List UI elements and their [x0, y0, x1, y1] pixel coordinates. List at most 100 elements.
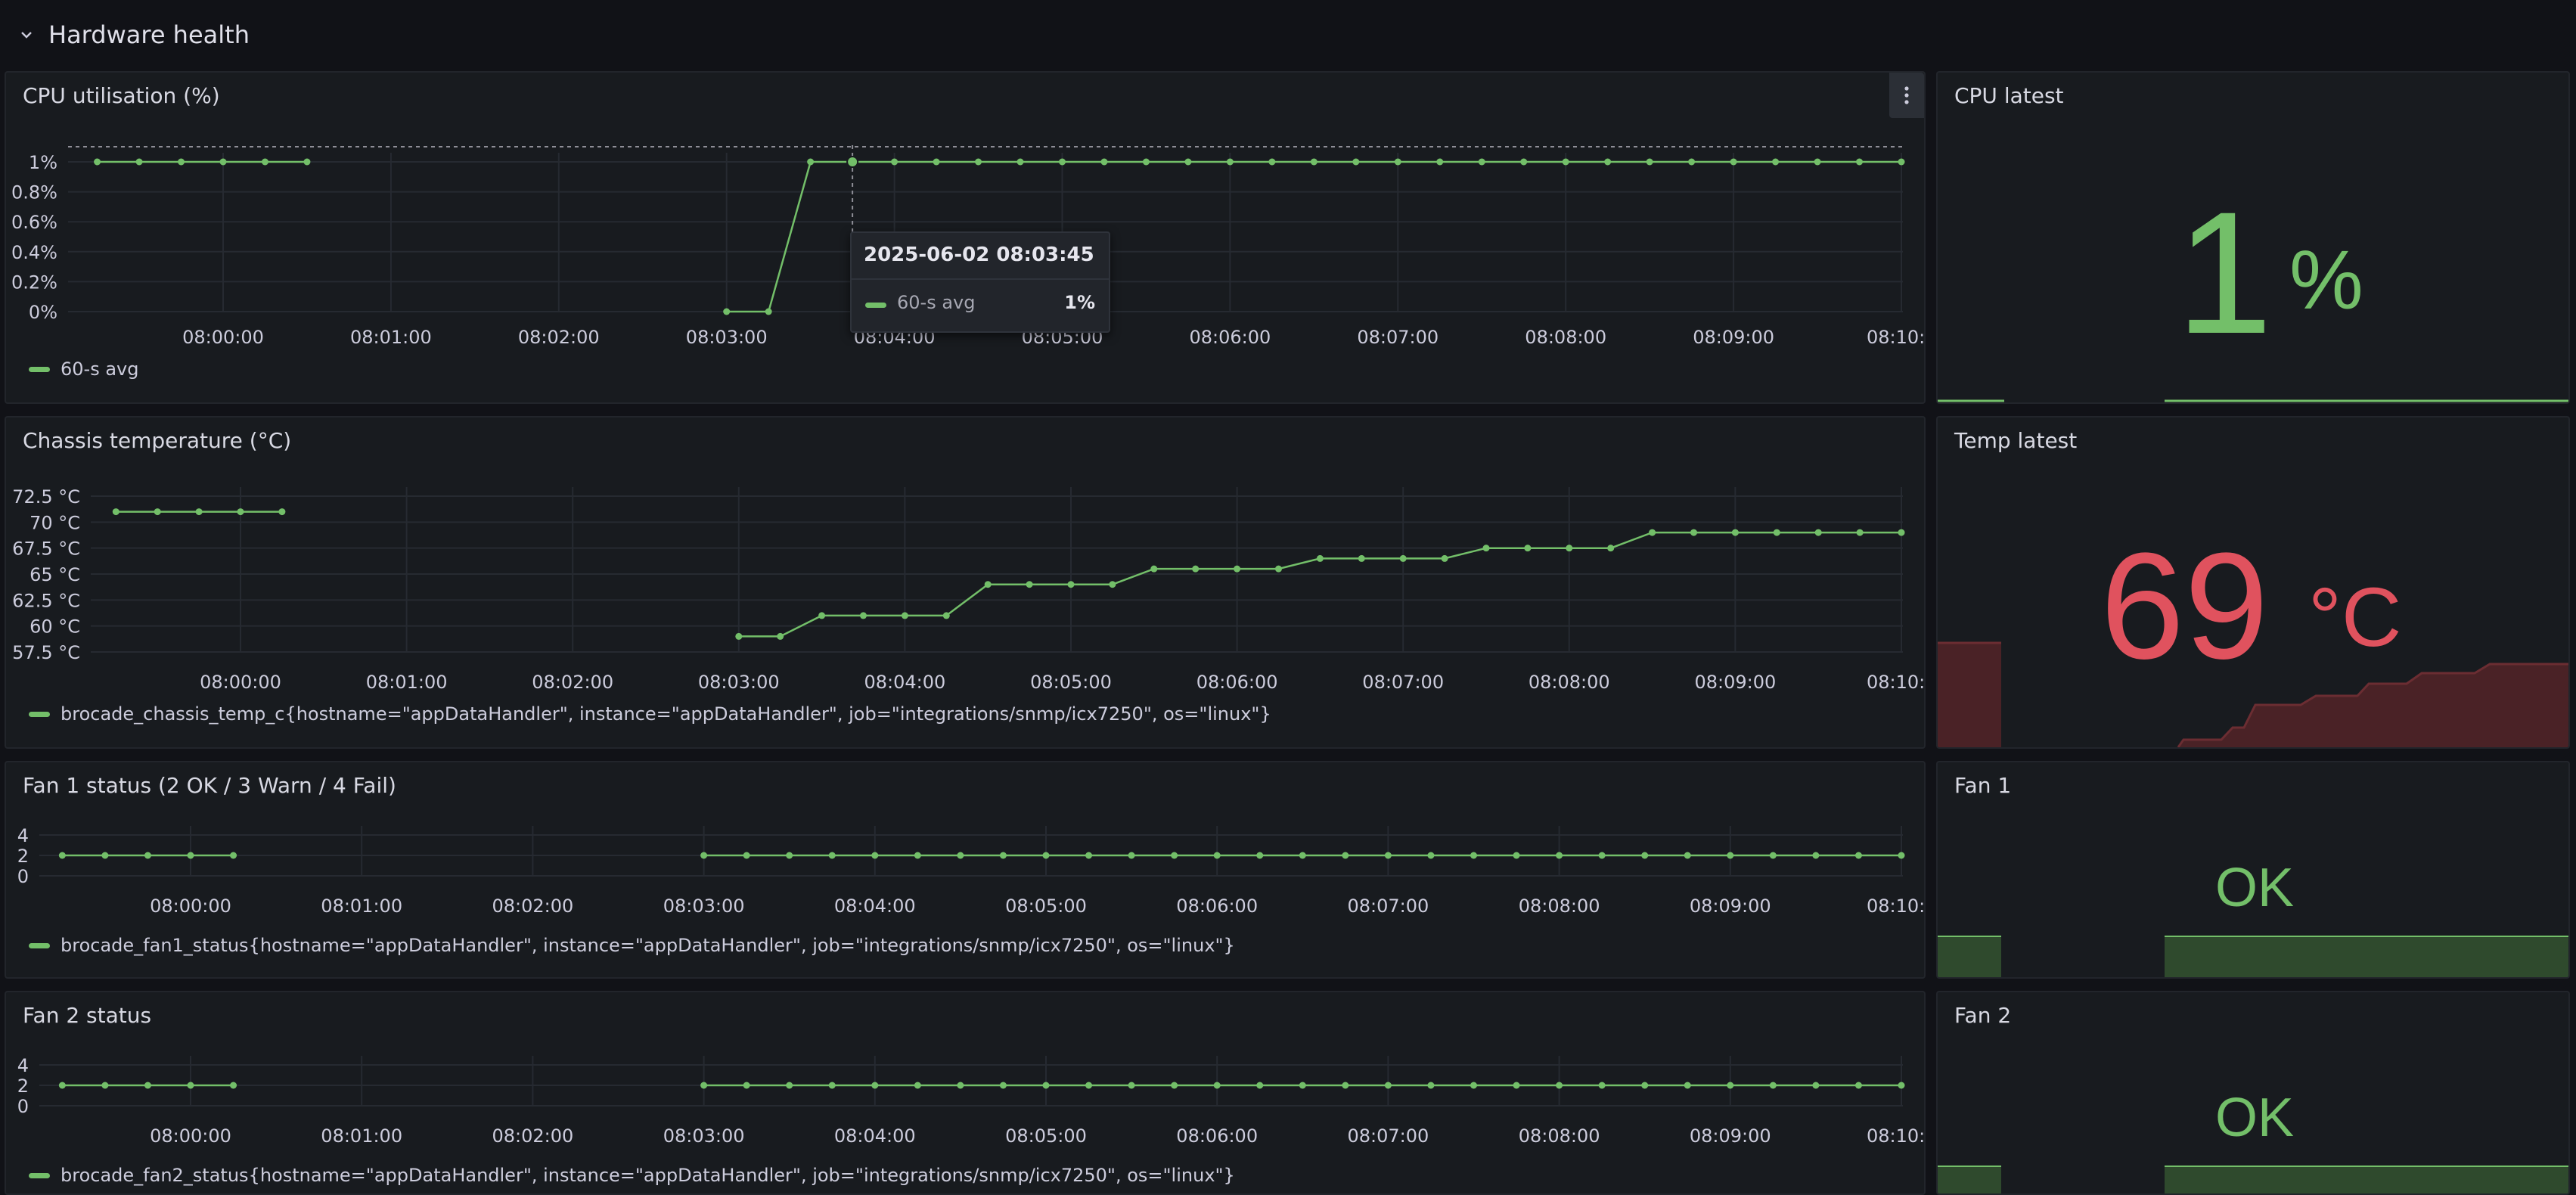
x-tick-label: 08:04:00 [834, 895, 916, 917]
data-point [1641, 1082, 1649, 1089]
fan1-chart[interactable]: 420 08:00:00 08:01:00 08:02:00 08:03:00 08:04… [6, 762, 1924, 977]
stat-unit: °C [2308, 571, 2402, 664]
row-header[interactable]: Hardware health [0, 0, 2576, 70]
data-point [1142, 158, 1150, 166]
data-point [1358, 554, 1365, 562]
data-point [1109, 581, 1116, 588]
row-title: Hardware health [48, 20, 250, 49]
data-point [957, 852, 964, 859]
data-point [195, 508, 203, 516]
data-point [999, 852, 1007, 859]
legend-item[interactable]: brocade_fan1_status{hostname="appDataHan… [29, 935, 1235, 956]
data-point [1524, 545, 1532, 552]
tooltip-series: 60-s avg [897, 292, 976, 313]
data-point [1310, 158, 1317, 166]
y-tick-label: 4 [17, 1055, 29, 1076]
x-tick-label: 08:10:0 [1867, 1125, 1924, 1147]
data-point [1769, 852, 1777, 859]
data-point [765, 308, 772, 315]
fan1-stat-panel: Fan 1 OK [1936, 761, 2570, 979]
panel-menu-button[interactable] [1889, 73, 1924, 118]
y-tick-label: 1% [29, 152, 57, 173]
data-point [1478, 158, 1485, 166]
x-tick-label: 08:02:00 [492, 1125, 574, 1147]
data-point [230, 1082, 237, 1089]
data-point [1898, 852, 1905, 859]
data-point [1684, 852, 1691, 859]
data-point [1234, 565, 1241, 573]
data-point [1184, 158, 1192, 166]
data-point [1394, 158, 1401, 166]
panel-title: CPU latest [1954, 83, 2064, 108]
data-point [1688, 158, 1696, 166]
fan2-chart[interactable]: 420 08:00:00 08:01:00 08:02:00 08:03:00 08:04… [6, 992, 1924, 1193]
x-tick-label: 08:07:00 [1362, 672, 1444, 693]
data-point [1812, 852, 1820, 859]
data-point [1171, 852, 1178, 859]
data-point [144, 1082, 151, 1089]
data-point [261, 158, 268, 166]
data-point [1814, 158, 1821, 166]
data-point [700, 1082, 708, 1089]
x-tick-label: 08:00:00 [150, 895, 231, 917]
y-tick-label: 0.6% [11, 212, 57, 233]
panel-title: Fan 2 [1954, 1003, 2012, 1028]
x-tick-label: 08:09:00 [1693, 327, 1774, 348]
data-point [984, 581, 992, 588]
legend-item[interactable]: 60-s avg [29, 358, 138, 380]
panel-title: CPU utilisation (%) [23, 83, 220, 108]
data-point [135, 158, 143, 166]
data-point [1598, 852, 1606, 859]
data-point [1042, 852, 1050, 859]
x-tick-label: 08:08:00 [1519, 1125, 1600, 1147]
legend-item[interactable]: brocade_fan2_status{hostname="appDataHan… [29, 1165, 1235, 1186]
data-point [1513, 1082, 1520, 1089]
chassis-temperature-panel: Chassis temperature (°C) 72.5 °C 70 °C 67.… [5, 416, 1926, 749]
data-point [1171, 1082, 1178, 1089]
data-point [1275, 565, 1282, 573]
y-tick-label: 2 [17, 1076, 29, 1097]
legend-item[interactable]: brocade_chassis_temp_c{hostname="appData… [29, 703, 1271, 725]
y-tick-label: 72.5 °C [12, 486, 80, 507]
data-point [230, 852, 237, 859]
y-tick-label: 0.2% [11, 272, 57, 293]
data-point [1042, 1082, 1050, 1089]
x-tick-label: 08:06:00 [1176, 895, 1258, 917]
data-point [1226, 158, 1234, 166]
data-point [1399, 554, 1407, 562]
x-tick-label: 08:04:00 [834, 1125, 916, 1147]
data-point [178, 158, 185, 166]
data-point [1773, 529, 1780, 536]
x-tick-label: 08:03:00 [698, 672, 780, 693]
data-point [1769, 1082, 1777, 1089]
data-point [1256, 1082, 1264, 1089]
data-point [58, 1082, 66, 1089]
panel-title: Chassis temperature (°C) [23, 428, 292, 453]
stat-unit: % [2289, 234, 2363, 327]
x-tick-label: 08:09:00 [1690, 895, 1771, 917]
data-point [1854, 1082, 1862, 1089]
data-point [1059, 158, 1066, 166]
x-tick-label: 08:01:00 [350, 327, 432, 348]
x-tick-label: 08:08:00 [1529, 672, 1610, 693]
data-point [187, 1082, 194, 1089]
data-point [1213, 852, 1221, 859]
data-point [1342, 1082, 1349, 1089]
temp-sparkline [1938, 641, 2568, 747]
stat-value: 69 [2100, 522, 2269, 691]
x-tick-label: 08:00:00 [150, 1125, 231, 1147]
data-point [1513, 852, 1520, 859]
temperature-chart[interactable]: 72.5 °C 70 °C 67.5 °C 65 °C 62.5 °C 60 °C 57.5… [6, 417, 1924, 747]
data-point [1607, 545, 1615, 552]
chevron-down-icon[interactable] [17, 25, 36, 45]
data-point [871, 1082, 879, 1089]
series-swatch [29, 942, 50, 948]
data-point [187, 852, 194, 859]
x-tick-label: 08:05:00 [1005, 895, 1087, 917]
data-point [828, 852, 836, 859]
cpu-chart[interactable]: 1% 0.8% 0.6% 0.4% 0.2% 0% 08:00:00 08:01:00 08:0… [6, 73, 1924, 402]
data-point [1566, 545, 1573, 552]
data-point [1646, 158, 1653, 166]
data-point [818, 612, 826, 619]
data-point [786, 852, 793, 859]
